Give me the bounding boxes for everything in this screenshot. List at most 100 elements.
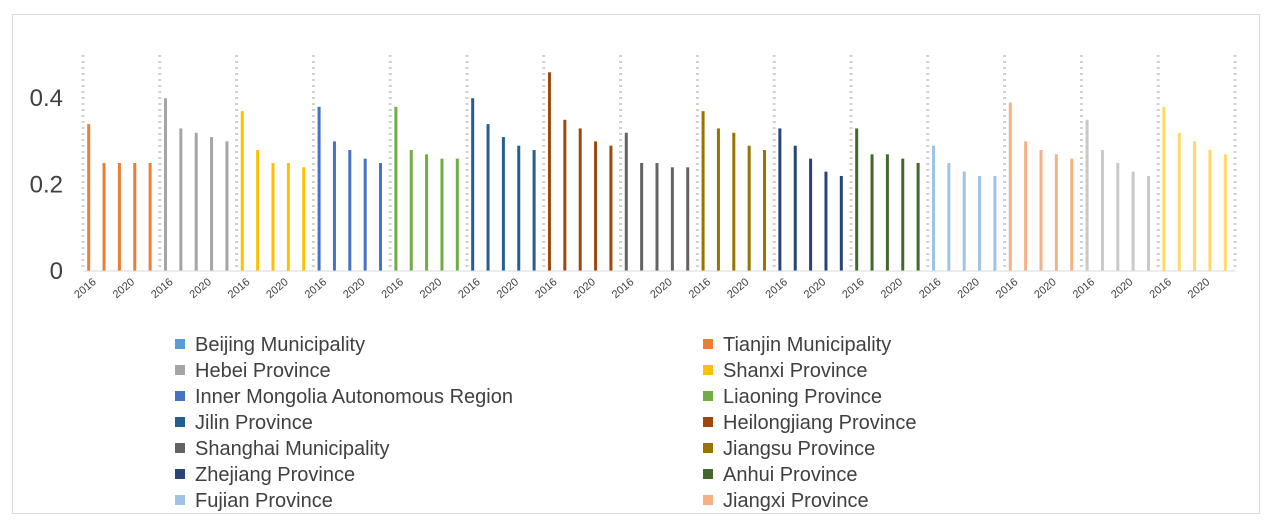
- legend-swatch: [703, 365, 713, 375]
- x-tick-label: 2016: [379, 276, 405, 301]
- legend-item: Fujian Province: [175, 490, 333, 512]
- bar: [286, 163, 290, 271]
- x-tick-label: 2020: [187, 276, 213, 301]
- bar: [824, 171, 828, 271]
- bar: [133, 163, 137, 271]
- bar: [855, 128, 859, 271]
- legend-label: Zhejiang Province: [195, 464, 355, 486]
- legend-label: Jiangxi Province: [723, 490, 869, 512]
- bar: [993, 175, 997, 271]
- legend-label: Anhui Province: [723, 464, 858, 486]
- x-tick-label: 2020: [571, 276, 597, 301]
- bar: [117, 163, 121, 271]
- legend-label: Fujian Province: [195, 490, 333, 512]
- y-axis-ticks: 0 0.2 0.4: [30, 85, 63, 285]
- bar: [701, 111, 705, 271]
- legend: Beijing Municipality Tianjin Municipality…: [175, 334, 916, 512]
- x-tick-label: 2020: [1032, 276, 1058, 301]
- bar: [179, 128, 183, 271]
- bar: [931, 145, 935, 271]
- x-tick-label: 2016: [303, 276, 329, 301]
- legend-label: Shanghai Municipality: [195, 438, 390, 460]
- bar: [547, 72, 551, 271]
- y-tick-label: 0.2: [30, 172, 63, 199]
- x-tick-label: 2016: [687, 276, 713, 301]
- bar: [962, 171, 966, 271]
- bar: [978, 175, 982, 271]
- bar: [1193, 141, 1197, 271]
- bar: [778, 128, 782, 271]
- bar: [256, 150, 260, 271]
- bar: [947, 163, 951, 271]
- bar: [87, 124, 91, 272]
- legend-label: Jilin Province: [195, 412, 313, 434]
- x-tick-label: 2020: [648, 276, 674, 301]
- legend-swatch: [175, 495, 185, 505]
- legend-label: Hebei Province: [195, 360, 331, 382]
- bar: [163, 98, 167, 271]
- legend-item: Jiangsu Province: [703, 438, 875, 460]
- legend-swatch: [175, 443, 185, 453]
- bar: [532, 150, 536, 271]
- bar: [394, 106, 398, 271]
- bar: [901, 158, 905, 271]
- bar: [716, 128, 720, 271]
- bar: [609, 145, 613, 271]
- legend-item: Jiangxi Province: [703, 490, 869, 512]
- bar: [1147, 175, 1151, 271]
- legend-label: Beijing Municipality: [195, 334, 365, 356]
- bar: [594, 141, 598, 271]
- x-tick-label: 2020: [802, 276, 828, 301]
- x-tick-label: 2016: [917, 276, 943, 301]
- bar: [809, 158, 813, 271]
- x-tick-label: 2016: [456, 276, 482, 301]
- bar: [501, 137, 505, 271]
- bar: [225, 141, 229, 271]
- bar: [686, 167, 690, 271]
- bar: [1162, 106, 1166, 271]
- legend-item: Anhui Province: [703, 464, 858, 486]
- bar: [425, 154, 429, 271]
- legend-item: Hebei Province: [175, 360, 331, 382]
- legend-label: Shanxi Province: [723, 360, 868, 382]
- bar: [793, 145, 797, 271]
- bar: [1100, 150, 1104, 271]
- x-tick-label: 2020: [264, 276, 290, 301]
- group-separators: [81, 55, 1237, 271]
- bar: [409, 150, 413, 271]
- x-tick-label: 2020: [879, 276, 905, 301]
- x-tick-label: 2016: [840, 276, 866, 301]
- legend-item: Shanghai Municipality: [175, 438, 390, 460]
- legend-label: Liaoning Province: [723, 386, 882, 408]
- bar: [670, 167, 674, 271]
- x-tick-label: 2016: [533, 276, 559, 301]
- x-tick-label: 2016: [72, 276, 98, 301]
- bar: [839, 175, 843, 271]
- legend-swatch: [703, 495, 713, 505]
- bar: [763, 150, 767, 271]
- legend-item: Jilin Province: [175, 412, 313, 434]
- legend-swatch: [703, 391, 713, 401]
- legend-swatch: [175, 339, 185, 349]
- legend-item: Liaoning Province: [703, 386, 882, 408]
- x-tick-label: 2020: [725, 276, 751, 301]
- bar: [655, 163, 659, 271]
- bar: [440, 158, 444, 271]
- y-tick-label: 0: [50, 258, 63, 285]
- bar: [563, 119, 567, 271]
- bar: [1054, 154, 1058, 271]
- bar: [1131, 171, 1135, 271]
- legend-item: Tianjin Municipality: [703, 334, 891, 356]
- bar: [471, 98, 475, 271]
- bar: [455, 158, 459, 271]
- bar: [332, 141, 336, 271]
- legend-swatch: [703, 417, 713, 427]
- legend-item: Zhejiang Province: [175, 464, 355, 486]
- bar: [102, 163, 106, 271]
- bar: [271, 163, 275, 271]
- legend-label: Tianjin Municipality: [723, 334, 891, 356]
- bar: [916, 163, 920, 271]
- bar: [1208, 150, 1212, 271]
- legend-item: Beijing Municipality: [175, 334, 365, 356]
- bar: [517, 145, 521, 271]
